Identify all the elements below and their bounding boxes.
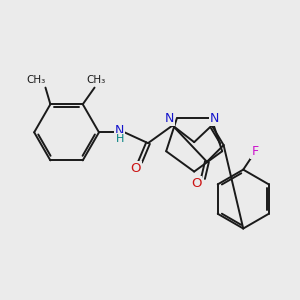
Text: O: O (130, 162, 140, 175)
Text: F: F (251, 146, 259, 158)
Text: N: N (115, 124, 124, 137)
Text: N: N (210, 112, 220, 125)
Text: CH₃: CH₃ (86, 75, 105, 85)
Text: N: N (165, 112, 174, 125)
Text: CH₃: CH₃ (26, 75, 45, 85)
Text: O: O (191, 177, 201, 190)
Text: H: H (116, 134, 124, 144)
